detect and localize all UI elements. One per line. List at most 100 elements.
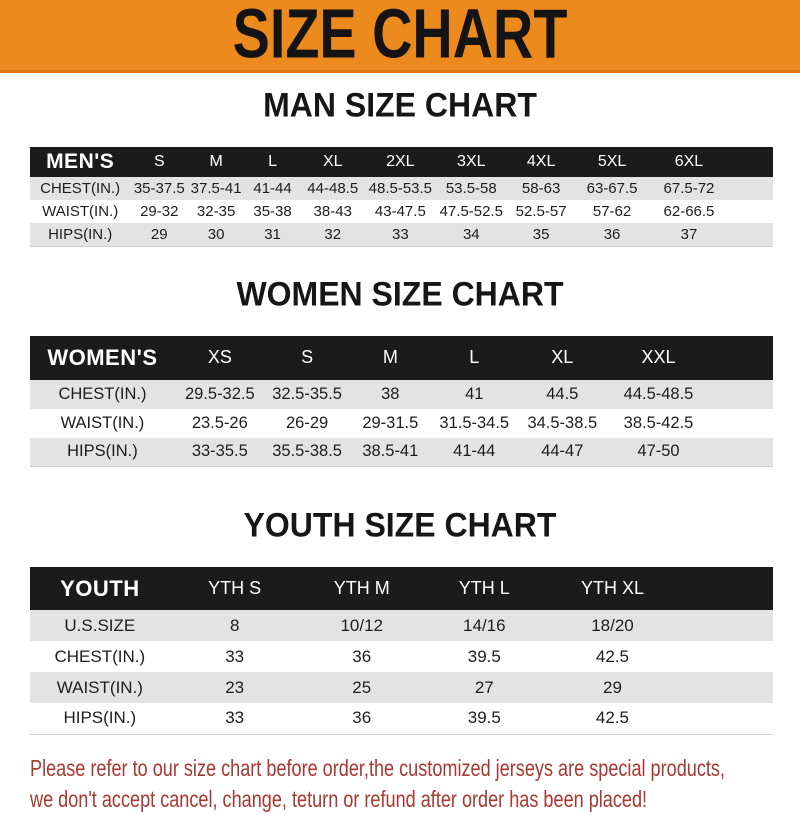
size-value-cell: 35.5-38.5 (272, 442, 342, 461)
table-row: HIPS(IN.) 29 30 31 32 33 34 35 36 37 (30, 223, 773, 246)
size-value-cell: 33 (225, 646, 245, 666)
size-value-cell: 37 (680, 225, 698, 243)
size-value-cell: 32-35 (196, 203, 236, 220)
size-column-header: YTH XL (580, 578, 644, 598)
size-value-cell: 35-38 (253, 203, 292, 220)
size-value-cell: 18/20 (591, 615, 634, 635)
women-section-heading: WOMEN SIZE CHART (236, 274, 564, 313)
row-label: CHEST(IN.) (40, 180, 121, 197)
youth-size-table: YOUTH YTH S YTH M YTH L YTH XL U.S.SIZE 8 10/12… (30, 567, 773, 735)
table-header-row: MEN'S S M L XL 2XL 3XL 4XL 5XL 6XL (30, 147, 773, 177)
row-label: CHEST(IN.) (54, 646, 146, 666)
spacer-cell (680, 672, 773, 703)
warning-line-1: Please refer to our size chart before or… (30, 754, 725, 781)
size-column-header: L (469, 347, 480, 367)
table-corner-label: MEN'S (46, 150, 115, 173)
size-value-cell: 33-35.5 (191, 442, 248, 461)
page-title: SIZE CHART (232, 0, 568, 74)
spacer-cell (680, 610, 773, 641)
table-header-row: YOUTH YTH S YTH M YTH L YTH XL (30, 567, 773, 610)
size-value-cell: 26-29 (286, 413, 329, 432)
size-value-cell: 33 (225, 708, 245, 728)
size-column-header: L (268, 153, 278, 170)
size-value-cell: 44-47 (541, 442, 584, 461)
spacer-cell (680, 703, 773, 734)
size-value-cell: 10/12 (340, 615, 383, 635)
size-value-cell: 44.5-48.5 (623, 384, 694, 403)
size-value-cell: 62-66.5 (663, 203, 715, 220)
spacer-cell (730, 200, 773, 223)
size-column-header: 2XL (386, 153, 415, 170)
size-column-header: 3XL (457, 153, 486, 170)
size-value-cell: 29.5-32.5 (184, 384, 255, 403)
size-value-cell: 29 (150, 225, 168, 243)
row-label: WAIST(IN.) (56, 677, 143, 697)
size-value-cell: 38.5-41 (362, 442, 419, 461)
size-value-cell: 36 (352, 708, 372, 728)
size-value-cell: 8 (229, 615, 240, 635)
size-value-cell: 29-31.5 (362, 413, 419, 432)
size-value-cell: 38 (381, 384, 400, 403)
size-value-cell: 31 (264, 225, 281, 243)
size-value-cell: 33 (392, 225, 409, 243)
size-column-header: 6XL (674, 153, 704, 170)
youth-section-heading: YOUTH SIZE CHART (243, 505, 557, 545)
size-column-header: M (209, 153, 223, 170)
size-value-cell: 27 (474, 677, 494, 697)
size-value-cell: 42.5 (595, 646, 630, 666)
women-size-table: WOMEN'S XS S M L XL XXL CHEST(IN.) 29.5-32.5 32.5… (30, 335, 773, 467)
table-row: WAIST(IN.) 23.5-26 26-29 29-31.5 31.5-34.5 34… (30, 408, 773, 438)
size-value-cell: 34.5-38.5 (527, 413, 598, 432)
size-value-cell: 67.5-72 (663, 180, 715, 197)
size-column-header: 5XL (597, 153, 627, 170)
spacer-cell (730, 223, 773, 246)
row-label: U.S.SIZE (64, 615, 136, 635)
size-column-header: XXL (641, 347, 676, 367)
size-column-header: XL (322, 153, 343, 170)
size-value-cell: 34 (462, 225, 480, 243)
size-column-header: XS (207, 347, 232, 367)
row-label: WAIST(IN.) (42, 203, 119, 220)
size-value-cell: 48.5-53.5 (368, 180, 433, 197)
size-column-header: YTH S (208, 578, 262, 598)
size-value-cell: 47-50 (637, 442, 680, 461)
size-value-cell: 53.5-58 (445, 180, 497, 197)
spacer-cell (710, 438, 773, 467)
size-value-cell: 29-32 (140, 203, 179, 220)
row-label: HIPS(IN.) (67, 442, 138, 461)
size-value-cell: 52.5-57 (515, 203, 567, 220)
size-value-cell: 38.5-42.5 (623, 413, 694, 432)
row-label: CHEST(IN.) (58, 384, 147, 403)
size-value-cell: 44-48.5 (307, 180, 359, 197)
size-column-header: M (382, 347, 398, 367)
size-chart-banner: SIZE CHART (0, 0, 800, 73)
size-value-cell: 35-37.5 (133, 180, 185, 197)
warning-line-2: we don't accept cancel, change, teturn o… (30, 785, 648, 812)
size-value-cell: 42.5 (595, 708, 630, 728)
size-value-cell: 41-44 (453, 442, 496, 461)
man-section-heading: MAN SIZE CHART (263, 85, 537, 125)
size-column-header: 4XL (526, 153, 556, 170)
table-row: HIPS(IN.) 33 36 39.5 42.5 (30, 703, 773, 734)
size-value-cell: 23 (225, 677, 245, 697)
size-column-header: YTH M (333, 578, 390, 598)
spacer-cell (680, 567, 773, 610)
size-column-header: S (301, 347, 314, 367)
row-label: HIPS(IN.) (63, 708, 137, 728)
spacer-cell (710, 380, 773, 409)
size-value-cell: 57-62 (592, 203, 632, 220)
size-value-cell: 31.5-34.5 (439, 413, 510, 432)
size-value-cell: 36 (352, 646, 372, 666)
men-size-table: MEN'S S M L XL 2XL 3XL 4XL 5XL 6XL CHEST(IN.) 35-37… (30, 147, 773, 247)
size-value-cell: 43-47.5 (374, 203, 426, 220)
table-row: HIPS(IN.) 33-35.5 35.5-38.5 38.5-41 41-44 44-… (30, 437, 773, 467)
size-value-cell: 47.5-52.5 (439, 203, 503, 220)
table-row: CHEST(IN.) 33 36 39.5 42.5 (30, 641, 773, 672)
row-label: WAIST(IN.) (60, 413, 145, 432)
table-header-row: WOMEN'S XS S M L XL XXL (30, 335, 773, 380)
size-value-cell: 32 (324, 225, 342, 243)
spacer-cell (730, 147, 773, 177)
size-value-cell: 32.5-35.5 (272, 384, 342, 403)
table-corner-label: YOUTH (60, 575, 140, 601)
